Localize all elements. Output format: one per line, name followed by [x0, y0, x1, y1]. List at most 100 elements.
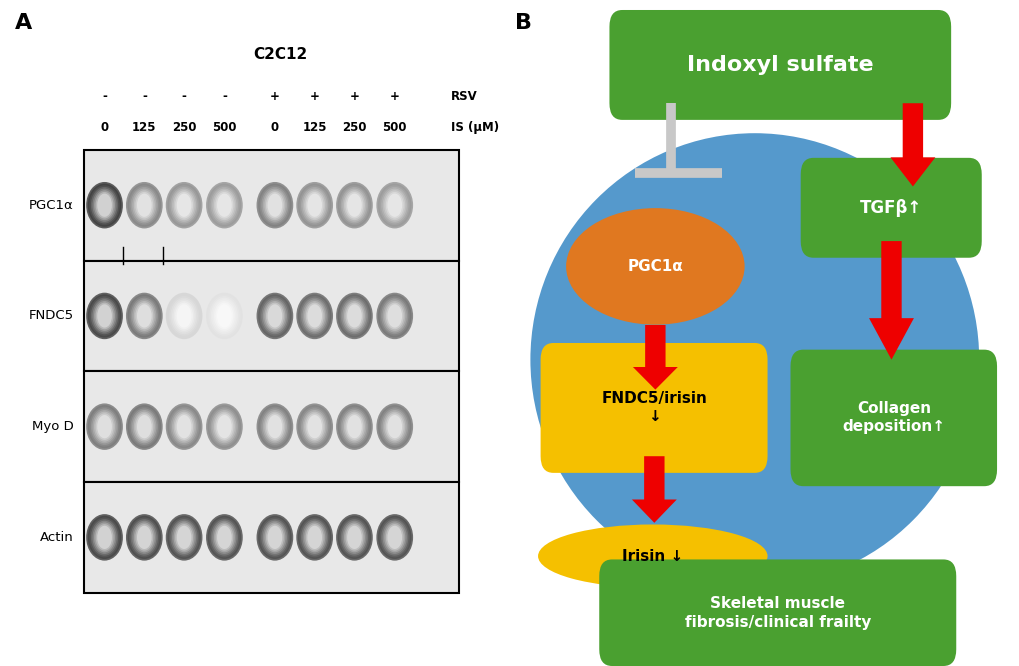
Ellipse shape: [266, 524, 283, 551]
Ellipse shape: [167, 405, 201, 448]
Ellipse shape: [260, 296, 289, 336]
Ellipse shape: [137, 304, 152, 328]
Ellipse shape: [264, 522, 285, 552]
Ellipse shape: [88, 515, 121, 559]
Ellipse shape: [267, 415, 282, 438]
Ellipse shape: [90, 296, 119, 336]
Ellipse shape: [166, 182, 203, 228]
Text: RSV: RSV: [450, 90, 478, 103]
Ellipse shape: [257, 182, 293, 228]
Ellipse shape: [260, 185, 289, 225]
Ellipse shape: [208, 405, 240, 448]
Text: FNDC5: FNDC5: [29, 310, 74, 322]
Text: 500: 500: [212, 121, 236, 135]
Ellipse shape: [96, 414, 113, 440]
Ellipse shape: [133, 301, 155, 331]
Ellipse shape: [214, 301, 234, 331]
Ellipse shape: [385, 414, 404, 440]
Ellipse shape: [381, 519, 408, 555]
Ellipse shape: [257, 404, 293, 450]
Ellipse shape: [307, 525, 322, 549]
Ellipse shape: [214, 412, 234, 442]
Text: -: -: [181, 90, 186, 103]
Ellipse shape: [346, 415, 362, 438]
Text: -: -: [102, 90, 107, 103]
Ellipse shape: [296, 292, 333, 339]
Ellipse shape: [91, 519, 118, 555]
Ellipse shape: [206, 514, 243, 561]
Ellipse shape: [129, 185, 159, 225]
Ellipse shape: [264, 301, 285, 331]
Ellipse shape: [217, 415, 231, 438]
Ellipse shape: [378, 515, 411, 559]
Ellipse shape: [175, 302, 193, 329]
Text: TGFβ↑: TGFβ↑: [859, 198, 922, 217]
Ellipse shape: [379, 296, 410, 336]
Ellipse shape: [343, 522, 365, 552]
Ellipse shape: [303, 188, 326, 222]
Ellipse shape: [258, 405, 291, 448]
Ellipse shape: [266, 414, 283, 440]
Ellipse shape: [206, 292, 243, 339]
Ellipse shape: [337, 515, 371, 559]
Ellipse shape: [93, 521, 116, 554]
Ellipse shape: [385, 192, 404, 218]
Ellipse shape: [212, 521, 236, 554]
Ellipse shape: [342, 188, 366, 222]
Ellipse shape: [266, 302, 283, 329]
Ellipse shape: [173, 412, 195, 442]
Ellipse shape: [136, 302, 153, 329]
Ellipse shape: [88, 184, 121, 227]
Ellipse shape: [167, 184, 201, 227]
Text: A: A: [15, 13, 33, 33]
Ellipse shape: [132, 299, 156, 332]
Ellipse shape: [376, 404, 413, 450]
Ellipse shape: [381, 298, 408, 334]
Ellipse shape: [136, 192, 153, 218]
Ellipse shape: [303, 521, 326, 554]
Ellipse shape: [96, 192, 113, 218]
Text: Indoxyl sulfate: Indoxyl sulfate: [687, 55, 872, 75]
Ellipse shape: [170, 408, 198, 445]
Ellipse shape: [88, 294, 121, 338]
Ellipse shape: [212, 188, 236, 222]
Ellipse shape: [381, 187, 408, 224]
Ellipse shape: [336, 292, 373, 339]
Ellipse shape: [345, 414, 363, 440]
Ellipse shape: [217, 194, 231, 217]
Ellipse shape: [97, 525, 112, 549]
Text: Collagen
deposition↑: Collagen deposition↑: [842, 401, 945, 434]
Ellipse shape: [337, 405, 371, 448]
Text: -: -: [142, 90, 147, 103]
Ellipse shape: [97, 304, 112, 328]
Ellipse shape: [214, 190, 234, 220]
Ellipse shape: [136, 414, 153, 440]
Ellipse shape: [169, 185, 199, 225]
Ellipse shape: [387, 525, 401, 549]
Ellipse shape: [304, 301, 325, 331]
Text: 0: 0: [271, 121, 278, 135]
Ellipse shape: [300, 407, 329, 447]
Ellipse shape: [126, 182, 163, 228]
Ellipse shape: [133, 522, 155, 552]
Ellipse shape: [345, 302, 363, 329]
Ellipse shape: [340, 519, 368, 555]
Ellipse shape: [340, 298, 368, 334]
Ellipse shape: [303, 410, 326, 444]
Ellipse shape: [258, 184, 291, 227]
Ellipse shape: [130, 519, 158, 555]
Ellipse shape: [209, 407, 239, 447]
Text: Actin: Actin: [40, 531, 74, 544]
Ellipse shape: [346, 304, 362, 328]
Ellipse shape: [307, 415, 322, 438]
Ellipse shape: [132, 410, 156, 444]
Ellipse shape: [176, 304, 192, 328]
FancyArrow shape: [632, 325, 678, 390]
Text: C2C12: C2C12: [253, 47, 308, 62]
Ellipse shape: [217, 525, 231, 549]
Text: -: -: [222, 90, 226, 103]
Ellipse shape: [343, 412, 365, 442]
Ellipse shape: [127, 405, 161, 448]
Ellipse shape: [208, 294, 240, 338]
Ellipse shape: [298, 515, 331, 559]
